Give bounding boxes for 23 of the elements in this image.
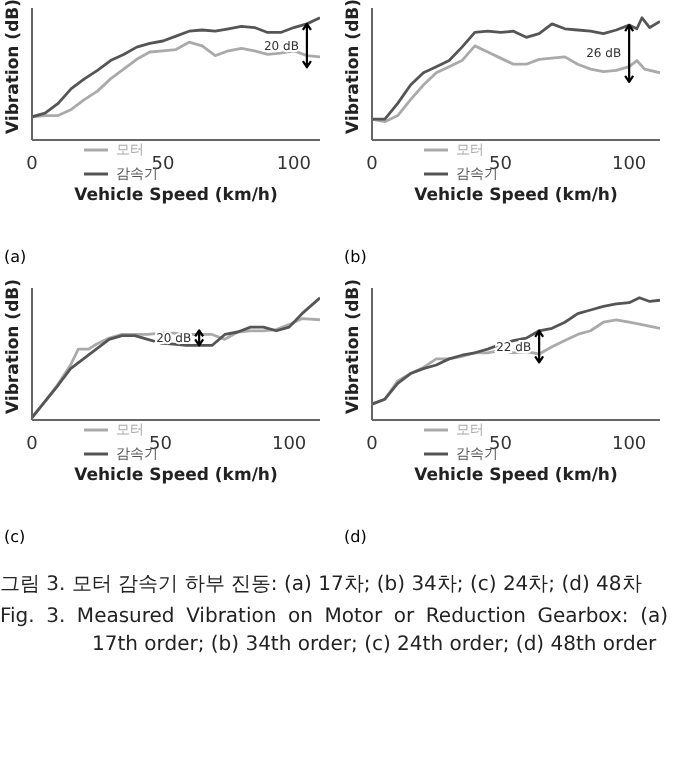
x-tick-label: 100 bbox=[276, 154, 312, 175]
x-axis-title: Vehicle Speed (km/h) bbox=[74, 466, 278, 486]
x-tick-label: 100 bbox=[611, 434, 647, 455]
caption: 그림 3. 모터 감속기 하부 진동: (a) 17차; (b) 34차; (c) 24차; (d) 48차 bbox=[0, 572, 644, 600]
text: (b) bbox=[344, 248, 369, 266]
text: (c) bbox=[4, 528, 28, 546]
y-axis-title: Vibration (dB) bbox=[4, 0, 25, 134]
x-tick-label: 0 bbox=[26, 154, 39, 175]
y-axis-title: Vibration (dB) bbox=[4, 278, 25, 414]
x-tick-label: 100 bbox=[271, 434, 307, 455]
x-axis-title: Vehicle Speed (km/h) bbox=[74, 186, 278, 206]
y-axis-title: Vibration (dB) bbox=[344, 0, 365, 134]
x-tick-label: 0 bbox=[366, 154, 379, 175]
x-tick-label: 0 bbox=[366, 434, 379, 455]
y-axis-title: Vibration (dB) bbox=[344, 278, 365, 414]
x-tick-label: 50 bbox=[151, 154, 175, 175]
text: (a) bbox=[4, 248, 29, 266]
x-axis-title: Vehicle Speed (km/h) bbox=[414, 466, 618, 486]
caption: Fig. 3. Measured Vibration on Motor or Reduction Gearbox: (a) 17th order; (b) 34th order; (c) 24th order; (d) 48th order bbox=[0, 604, 668, 660]
x-axis-title: Vehicle Speed (km/h) bbox=[414, 186, 618, 206]
text: (d) bbox=[344, 528, 369, 546]
x-tick-label: 0 bbox=[26, 434, 39, 455]
x-tick-label: 100 bbox=[611, 154, 647, 175]
